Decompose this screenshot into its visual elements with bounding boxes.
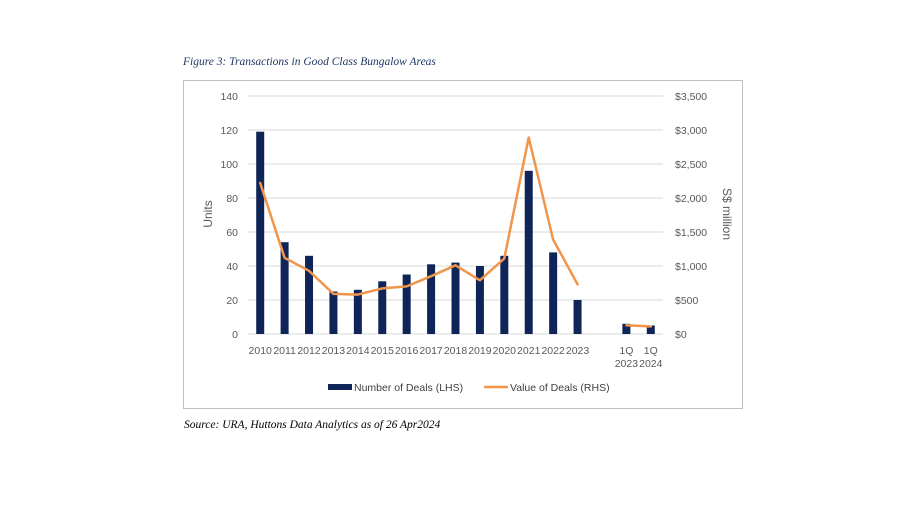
x-tick-label: 2023 bbox=[566, 345, 590, 357]
x-tick-label: 2023 bbox=[615, 358, 639, 370]
right-tick-label: $3,500 bbox=[675, 91, 707, 103]
bar bbox=[622, 323, 631, 334]
bar bbox=[500, 255, 509, 334]
left-tick-label: 20 bbox=[226, 295, 238, 307]
x-tick-label: 2013 bbox=[322, 345, 346, 357]
x-tick-label: 1Q bbox=[644, 345, 658, 357]
x-tick-label: 2017 bbox=[419, 345, 443, 357]
left-axis-title: Units bbox=[201, 200, 215, 227]
left-axis-ticks: 0 20 40 60 80 100 120 140 bbox=[220, 91, 238, 341]
value-line bbox=[258, 136, 579, 296]
left-tick-label: 40 bbox=[226, 261, 238, 273]
x-tick-label: 2019 bbox=[468, 345, 492, 357]
x-tick-label: 2022 bbox=[541, 345, 565, 357]
bar bbox=[305, 255, 314, 334]
source-note: Source: URA, Huttons Data Analytics as o… bbox=[184, 419, 441, 431]
bar bbox=[573, 300, 582, 334]
x-tick-label: 1Q bbox=[619, 345, 633, 357]
value-line bbox=[625, 323, 653, 328]
figure-title: Figure 3: Transactions in Good Class Bun… bbox=[183, 56, 436, 68]
right-tick-label: $1,000 bbox=[675, 261, 707, 273]
bar bbox=[256, 131, 265, 334]
bar bbox=[549, 252, 558, 334]
bar bbox=[402, 274, 411, 334]
bar bbox=[427, 264, 436, 334]
right-tick-label: $2,000 bbox=[675, 193, 707, 205]
bar bbox=[524, 170, 533, 334]
left-tick-label: 140 bbox=[220, 91, 238, 103]
bar bbox=[280, 242, 289, 334]
legend-bar-label: Number of Deals (LHS) bbox=[354, 382, 463, 394]
x-tick-label: 2024 bbox=[639, 358, 663, 370]
bar bbox=[451, 262, 460, 334]
gridlines bbox=[248, 95, 663, 335]
x-tick-label: 2014 bbox=[346, 345, 370, 357]
left-tick-label: 0 bbox=[232, 329, 238, 341]
bar bbox=[329, 291, 338, 334]
x-tick-label: 2016 bbox=[395, 345, 419, 357]
right-tick-label: $3,000 bbox=[675, 125, 707, 137]
x-tick-label: 2020 bbox=[493, 345, 517, 357]
x-tick-label: 2015 bbox=[371, 345, 395, 357]
bar bbox=[475, 266, 484, 334]
left-tick-label: 80 bbox=[226, 193, 238, 205]
right-tick-label: $1,500 bbox=[675, 227, 707, 239]
chart-frame bbox=[183, 80, 743, 409]
right-axis-title: S$ million bbox=[720, 188, 734, 240]
x-tick-label: 2010 bbox=[249, 345, 273, 357]
bar bbox=[353, 289, 362, 334]
legend-bar-swatch bbox=[328, 384, 352, 390]
line-series bbox=[258, 136, 653, 328]
x-tick-label: 2011 bbox=[273, 345, 296, 357]
right-tick-label: $2,500 bbox=[675, 159, 707, 171]
x-tick-label: 2021 bbox=[517, 345, 541, 357]
x-axis-ticks: 2010 2011 2012 2013 2014 2015 2016 2017 2018 2019… bbox=[249, 345, 663, 370]
legend-line-label: Value of Deals (RHS) bbox=[510, 382, 610, 394]
left-tick-label: 60 bbox=[226, 227, 238, 239]
bar bbox=[646, 325, 655, 334]
bar-series bbox=[256, 131, 655, 334]
x-tick-label: 2018 bbox=[444, 345, 468, 357]
x-tick-label: 2012 bbox=[297, 345, 321, 357]
right-tick-label: $500 bbox=[675, 295, 699, 307]
right-axis-ticks: $0 $500 $1,000 $1,500 $2,000 $2,500 $3,000 $3,5… bbox=[675, 91, 707, 341]
legend: Number of Deals (LHS) Value of Deals (RH… bbox=[328, 382, 610, 394]
left-tick-label: 100 bbox=[220, 159, 238, 171]
right-tick-label: $0 bbox=[675, 329, 687, 341]
bar bbox=[378, 281, 387, 334]
chart: 0 20 40 60 80 100 120 140 $0 $500 $1,000 $1,500 $2,… bbox=[183, 80, 743, 409]
left-tick-label: 120 bbox=[220, 125, 238, 137]
